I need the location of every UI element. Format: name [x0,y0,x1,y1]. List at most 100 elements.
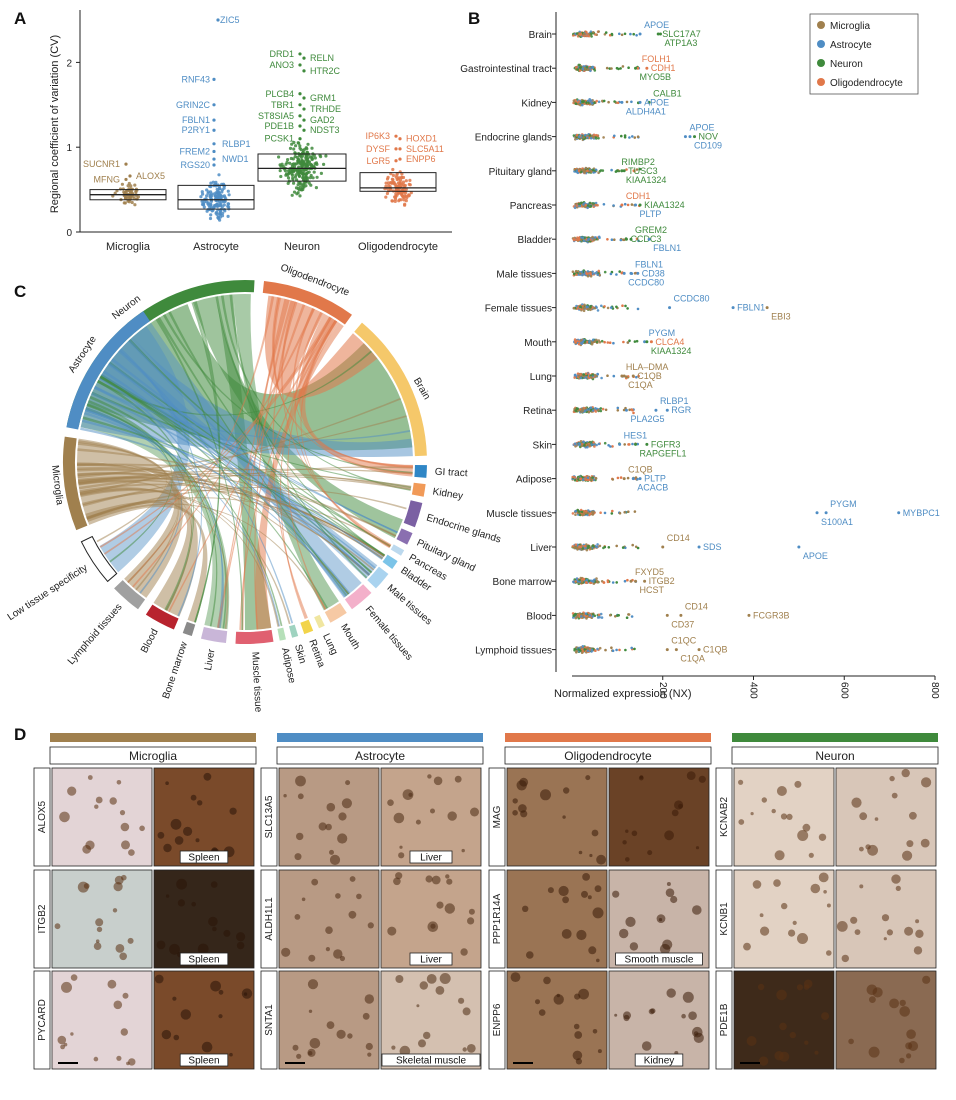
panel-b-point [606,374,609,378]
panel-label-c: C [14,282,26,301]
panel-b-point [585,34,588,37]
panel-a-point [200,190,204,194]
panel-a-category-label: Oligodendrocyte [358,241,438,253]
panel-b-point [592,441,595,444]
panel-a-point [393,195,397,199]
panel-b-point [582,203,585,206]
panel-d-stain-cell [119,810,126,816]
panel-a-point [402,187,406,192]
panel-a-gene-label: NDST3 [310,125,340,135]
panel-a-point [384,195,388,199]
panel-b-point [584,133,587,137]
panel-a-point [222,186,226,190]
panel-c-tissue-label: Muscle tissue [249,651,263,713]
panel-a-point [218,218,222,222]
panel-b-tissue-label: Lung [530,372,552,383]
panel-d-stain-cell [308,1009,313,1013]
panel-a-point [294,144,298,148]
panel-a-point [395,177,399,182]
panel-b-point [577,510,580,513]
panel-b-point [584,372,588,376]
panel-b-gene-label: PLA2G5 [630,414,664,424]
panel-d-stain-cell [341,798,352,809]
panel-b-labeled-point [688,135,692,139]
panel-b-point [577,374,581,378]
panel-a-gene-label: LGR5 [366,156,390,166]
panel-d-stain-cell [59,811,70,823]
panel-d-stain-cell [229,807,237,815]
panel-b-tissue-label: Lymphoid tissues [475,646,552,657]
panel-b-point [573,238,577,241]
panel-b-gene-label: CD14 [685,601,708,611]
panel-d-stain-cell [339,955,345,962]
panel-d-stain-cell [229,1052,233,1057]
panel-b-gene-label: ALDH4A1 [626,106,666,116]
panel-b-point [571,512,575,515]
panel-a-point [310,146,314,150]
panel-b-point [582,239,586,242]
panel-a-category-label: Microglia [106,241,151,253]
panel-b-gene-label: KIAA1324 [626,175,667,185]
panel-a-point [306,171,310,175]
panel-b-point [575,238,579,242]
panel-a-labeled-point [298,114,302,118]
panel-d-stain-cell [866,984,878,996]
panel-b-point [601,169,605,172]
panel-d-stain-cell [902,850,913,861]
panel-b-point [584,67,587,70]
panel-d-stain-cell [415,819,421,825]
panel-d-stain-cell [836,921,848,932]
panel-b-point [585,305,589,309]
panel-c-tissue-label: Kidney [432,486,464,502]
panel-d-stain-cell [365,1042,373,1051]
panel-b-point [613,100,616,103]
panel-d-stain-cell [201,1041,213,1053]
panel-c-tissue-label: Liver [203,648,218,672]
panel-b-point [596,581,599,584]
panel-b-point [591,409,595,412]
panel-d-tissue-image [506,970,608,1070]
panel-d-stain-cell [309,1038,321,1049]
panel-a-point [390,177,394,181]
panel-b-gene-label: RAPGEFL1 [640,448,687,458]
panel-b-point [597,136,600,140]
panel-b-gene-label: APOE [689,123,714,133]
panel-b-point [591,102,594,105]
panel-b-point [635,34,638,37]
panel-a-point [305,157,309,161]
panel-b-point [595,577,598,580]
panel-b-point [584,203,587,207]
panel-b-point [635,339,639,343]
panel-b-labeled-point [647,100,651,104]
panel-d-stain-cell [629,942,639,951]
panel-a-point [394,192,398,196]
panel-d-stain-cell [757,983,765,991]
panel-b-tissue-label: Adipose [516,475,553,486]
panel-b-point [627,510,630,513]
panel-b-point [577,169,581,172]
panel-b-labeled-point [665,648,669,652]
panel-a-point [290,142,294,146]
panel-a-point [289,156,293,161]
panel-a-gene-label: P2RY1 [182,125,210,135]
panel-d-tissue-image [278,970,380,1070]
panel-a-labeled-point [302,128,306,132]
panel-b-gene-label: CCDC3 [630,234,661,244]
panel-d-stain-cell [419,981,428,990]
panel-b-point [599,407,603,410]
panel-b-point [619,476,623,479]
panel-label-d: D [14,725,26,744]
panel-b-point [581,407,584,411]
panel-d-stain-cell [581,890,588,898]
panel-a-labeled-point [212,77,216,81]
panel-b-point [574,509,577,513]
panel-d-stain-cell [173,1034,180,1041]
panel-d-stain-cell [127,937,134,944]
panel-d-tissue-image [278,767,380,867]
panel-b-labeled-point [731,306,735,310]
panel-b-point [594,236,597,239]
panel-b-x-axis-label: Normalized expression (NX) [554,688,692,700]
panel-b-point [603,511,607,515]
panel-d-stain-cell [540,789,551,801]
panel-a-point [304,178,308,182]
